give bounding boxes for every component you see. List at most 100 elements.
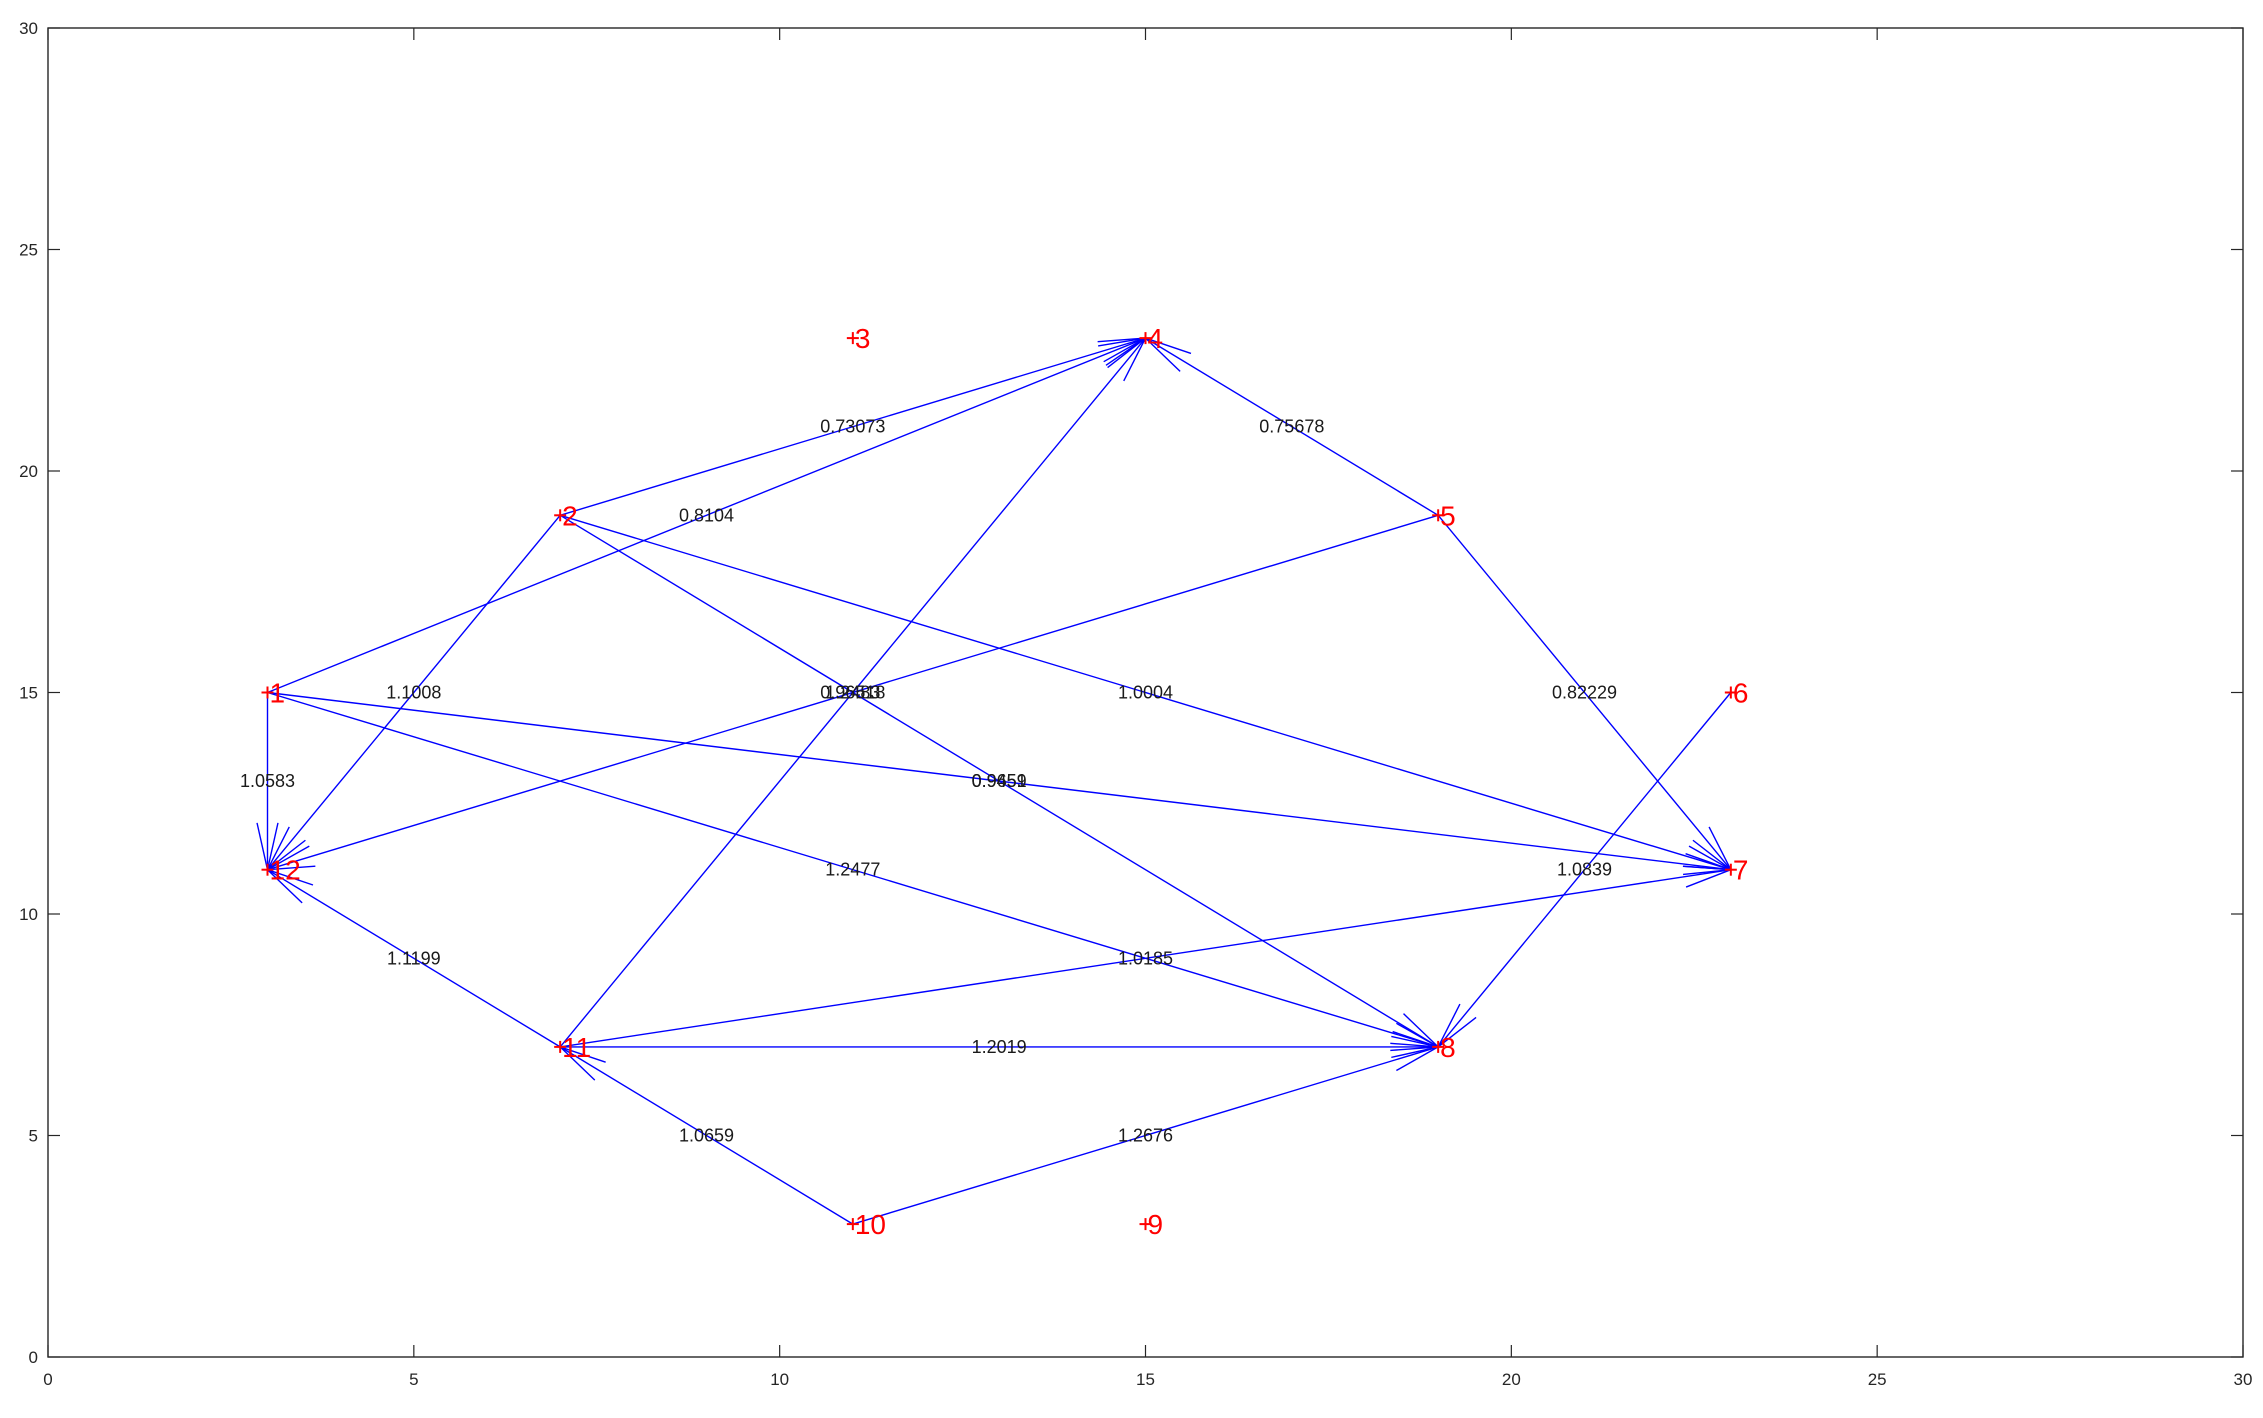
edges-layer: [256, 337, 1732, 1225]
arrowhead-stroke: [1145, 337, 1192, 355]
node-9: 9: [1139, 1209, 1163, 1240]
arrowhead-stroke: [1685, 853, 1732, 871]
node-4: 4: [1139, 323, 1164, 354]
edge-weight-label: 0.9651: [972, 771, 1027, 791]
edge-11-7: [560, 865, 1732, 1048]
node-label: 11: [562, 1032, 591, 1063]
node-label: 8: [1440, 1032, 1456, 1063]
edge-weight-label: 1.2477: [825, 860, 880, 880]
node-label: 7: [1733, 855, 1749, 886]
node-label: 5: [1440, 500, 1456, 531]
arrowhead-stroke: [1688, 845, 1732, 871]
arrowhead-stroke: [266, 826, 290, 871]
node-5: 5: [1432, 500, 1456, 531]
x-tick-label: 0: [43, 1370, 52, 1389]
edge-weight-label: 1.0583: [240, 771, 295, 791]
arrowhead-stroke: [1708, 826, 1732, 871]
arrowhead-stroke: [1396, 1022, 1439, 1048]
edge-10-8: [852, 1046, 1439, 1225]
edge-weight-label: 1.2483: [825, 683, 880, 703]
edge-line: [559, 1046, 854, 1225]
edge-weight-label: 0.9459: [972, 771, 1027, 791]
edge-line: [267, 337, 1146, 694]
edge-weight-label: 0.73073: [820, 417, 885, 437]
arrowhead-stroke: [267, 839, 306, 871]
node-12: 12: [261, 855, 301, 886]
y-tick-label: 25: [19, 241, 38, 260]
node-label: 3: [855, 323, 871, 354]
arrowhead-stroke: [267, 869, 303, 904]
y-tick-label: 5: [29, 1127, 38, 1146]
arrowhead-stroke: [267, 865, 316, 871]
arrowhead-stroke: [1123, 337, 1147, 382]
arrowhead-stroke: [1403, 1013, 1439, 1048]
edge-weight-label: 0.82229: [1552, 683, 1617, 703]
x-tick-label: 30: [2234, 1370, 2253, 1389]
node-8: 8: [1432, 1032, 1456, 1063]
arrowhead-stroke: [1437, 1016, 1477, 1048]
arrowhead-stroke: [1098, 337, 1146, 347]
arrowhead-stroke: [1097, 337, 1146, 343]
arrowhead-stroke: [266, 822, 279, 870]
edge-6-8: [1437, 692, 1732, 1048]
edge-2-12: [266, 514, 561, 871]
edge-line: [267, 869, 561, 1048]
edge-weight-label: 1.2676: [1118, 1126, 1173, 1146]
node-2: 2: [554, 500, 578, 531]
edge-line: [560, 869, 1731, 1048]
edge-line: [559, 337, 1146, 516]
x-tick-label: 10: [770, 1370, 789, 1389]
arrowhead-stroke: [1685, 869, 1732, 888]
edge-5-4: [1145, 337, 1439, 516]
node-11: 11: [554, 1032, 591, 1063]
y-tick-label: 0: [29, 1348, 38, 1367]
arrowhead-stroke: [1103, 337, 1146, 363]
node-label: 12: [270, 855, 301, 886]
edge-5-7: [1437, 514, 1732, 871]
arrowhead-stroke: [256, 822, 269, 870]
edge-weight-label: 1.0839: [1557, 860, 1612, 880]
arrowhead-stroke: [1396, 1046, 1439, 1072]
node-label: 2: [562, 500, 578, 531]
arrowhead-stroke: [267, 869, 314, 886]
node-7: 7: [1724, 855, 1749, 886]
edge-weight-label: 1.0185: [1118, 948, 1173, 968]
edge-line: [1437, 514, 1732, 871]
arrowhead-stroke: [1437, 1003, 1461, 1048]
edge-weight-label: 1.1199: [387, 948, 441, 968]
arrowhead-stroke: [267, 845, 310, 871]
edge-weight-label: 0.75678: [1259, 417, 1324, 437]
node-1: 1: [261, 678, 286, 709]
edge-weight-label: 1.0659: [679, 1126, 734, 1146]
x-tick-label: 25: [1868, 1370, 1887, 1389]
edge-line: [852, 1046, 1439, 1225]
edge-line: [559, 514, 1732, 871]
edge-2-4: [559, 337, 1146, 516]
edge-labels-layer: 0.730730.81040.756781.10081.05830.965180…: [240, 417, 1617, 1146]
y-tick-label: 20: [19, 462, 38, 481]
arrowhead-stroke: [1390, 1046, 1439, 1052]
node-6: 6: [1724, 678, 1749, 709]
x-tick-label: 5: [409, 1370, 418, 1389]
edge-11-12: [267, 869, 561, 1048]
edge-line: [267, 691, 1731, 871]
y-tick-label: 10: [19, 905, 38, 924]
y-tick-label: 30: [19, 19, 38, 38]
node-label: 1: [270, 678, 286, 709]
edge-1-12: [256, 692, 279, 870]
node-3: 3: [846, 323, 871, 354]
edge-weight-label: 1.2019: [972, 1037, 1027, 1057]
edge-line: [1145, 337, 1439, 516]
edge-weight-label: 1.0004: [1118, 683, 1173, 703]
arrowhead-stroke: [1145, 337, 1181, 372]
edge-weight-label: 1.1008: [386, 683, 441, 703]
node-label: 6: [1733, 678, 1749, 709]
arrowhead-stroke: [1107, 337, 1146, 369]
arrowhead-stroke: [1391, 1035, 1439, 1048]
node-label: 4: [1148, 323, 1164, 354]
edge-line: [266, 514, 561, 871]
edge-weight-label: 0.96518: [820, 683, 885, 703]
